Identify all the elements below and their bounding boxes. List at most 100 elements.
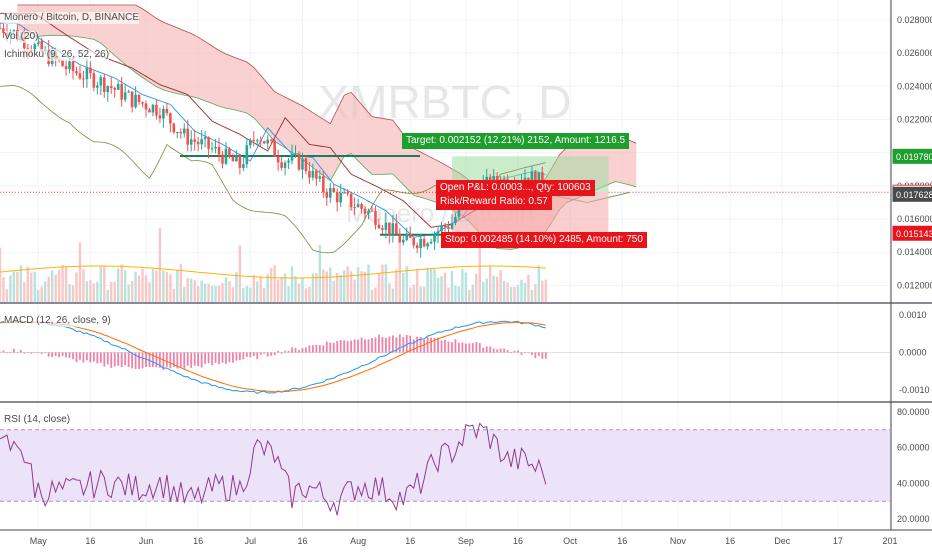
volume-bar: [391, 288, 395, 302]
macd-histogram-bar: [350, 340, 353, 353]
macd-histogram-bar: [58, 352, 61, 358]
volume-bar: [263, 287, 266, 302]
rsi-axis-label: 60.0000: [897, 443, 930, 453]
volume-bar: [363, 271, 367, 302]
volume-bar: [468, 289, 471, 302]
volume-bar: [304, 288, 308, 302]
rsi-label[interactable]: RSI (14, close): [4, 414, 71, 426]
candle-body: [130, 91, 134, 108]
macd-histogram-bar: [9, 352, 12, 354]
macd-histogram-bar: [183, 352, 186, 369]
macd-histogram-bar: [54, 352, 57, 357]
candle-body: [530, 171, 534, 184]
ichimoku-label[interactable]: Ichimoku (9, 26, 52, 26): [4, 49, 110, 61]
volume-bar: [183, 287, 186, 302]
volume-bar: [318, 244, 322, 302]
volume-bar: [367, 264, 370, 302]
volume-bar: [269, 268, 273, 302]
macd-histogram-bar: [259, 352, 262, 355]
macd-histogram-bar: [270, 352, 273, 356]
candle-body: [217, 146, 221, 155]
volume-bar: [287, 286, 290, 302]
candle-body: [61, 60, 64, 67]
stop-label[interactable]: Stop: 0.002485 (14.10%) 2485, Amount: 75…: [441, 232, 647, 248]
macd-histogram-bar: [30, 352, 33, 354]
volume-bar: [78, 242, 82, 302]
volume-bar: [523, 282, 527, 302]
candle-body: [259, 140, 263, 142]
macd-histogram-bar: [391, 335, 394, 353]
macd-histogram-bar: [61, 352, 64, 357]
candle-body: [443, 225, 447, 228]
volume-bar: [238, 245, 242, 302]
candle-body: [252, 139, 256, 141]
volume-bar: [110, 281, 113, 302]
rsi-axis-label: 40.0000: [897, 478, 930, 488]
macd-label[interactable]: MACD (12, 26, close, 9): [4, 315, 111, 327]
macd-histogram-bar: [127, 352, 130, 368]
volume-bar: [332, 280, 335, 302]
macd-histogram-bar: [13, 348, 15, 353]
macd-histogram-bar: [534, 352, 537, 359]
volume-bar: [346, 266, 349, 302]
macd-histogram-bar: [301, 348, 304, 353]
volume-bar: [176, 269, 179, 302]
macd-histogram-bar: [412, 339, 415, 353]
candle-body: [363, 208, 367, 214]
macd-histogram-bar: [92, 352, 95, 362]
volume-label[interactable]: Vol (20): [4, 31, 39, 43]
candle-body: [280, 162, 283, 168]
macd-histogram-bar: [544, 352, 547, 359]
candle-body: [26, 48, 30, 50]
macd-histogram-bar: [40, 352, 43, 355]
macd-histogram-bar: [252, 352, 255, 357]
macd-histogram-bar: [471, 343, 474, 353]
candle-body: [450, 223, 454, 229]
candle-body: [287, 160, 290, 163]
macd-histogram-bar: [263, 352, 266, 354]
ratio-label[interactable]: Risk/Reward Ratio: 0.57: [436, 194, 552, 210]
volume-bar: [426, 268, 429, 302]
symbol-title[interactable]: Monero / Bitcoin, D, BINANCE: [4, 12, 140, 24]
candle-body: [370, 210, 374, 212]
volume-bar: [370, 289, 374, 302]
target-label[interactable]: Target: 0.002152 (12.21%) 2152, Amount: …: [402, 133, 630, 149]
volume-bar: [461, 268, 464, 302]
volume-bar: [388, 283, 391, 302]
volume-bar: [454, 285, 457, 302]
volume-bar: [527, 274, 530, 302]
candle-body: [120, 84, 123, 100]
macd-histogram-bar: [245, 352, 248, 357]
candle-body: [360, 204, 363, 209]
target-price-tag-bg: [892, 148, 932, 164]
price-axis-label: 0.012000: [897, 280, 932, 290]
volume-bar: [447, 287, 450, 302]
volume-bar: [356, 267, 360, 302]
candle-body: [33, 44, 37, 51]
volume-bar: [478, 246, 481, 302]
volume-bar: [193, 280, 196, 302]
volume-bar: [33, 271, 36, 302]
volume-bar: [315, 272, 318, 302]
candle-body: [429, 241, 433, 244]
volume-bar: [23, 282, 26, 302]
candle-body: [92, 73, 96, 88]
macd-histogram-bar: [138, 352, 140, 369]
macd-histogram-bar: [464, 343, 467, 353]
volume-bar: [162, 270, 165, 302]
candle-body: [235, 155, 238, 162]
volume-bar: [165, 272, 169, 302]
macd-histogram-bar: [242, 352, 245, 360]
candle-body: [85, 67, 89, 80]
volume-bar: [422, 286, 426, 302]
macd-histogram-bar: [89, 352, 92, 363]
candle-body: [297, 153, 301, 170]
open-pnl-label[interactable]: Open P&L: 0.0003..., Qty: 100603: [436, 180, 595, 196]
volume-bar: [224, 277, 228, 302]
volume-bar: [464, 272, 468, 302]
candle-body: [75, 71, 78, 74]
candle-body: [276, 156, 280, 163]
entry-price-tag-text: 0.017628: [896, 190, 932, 200]
